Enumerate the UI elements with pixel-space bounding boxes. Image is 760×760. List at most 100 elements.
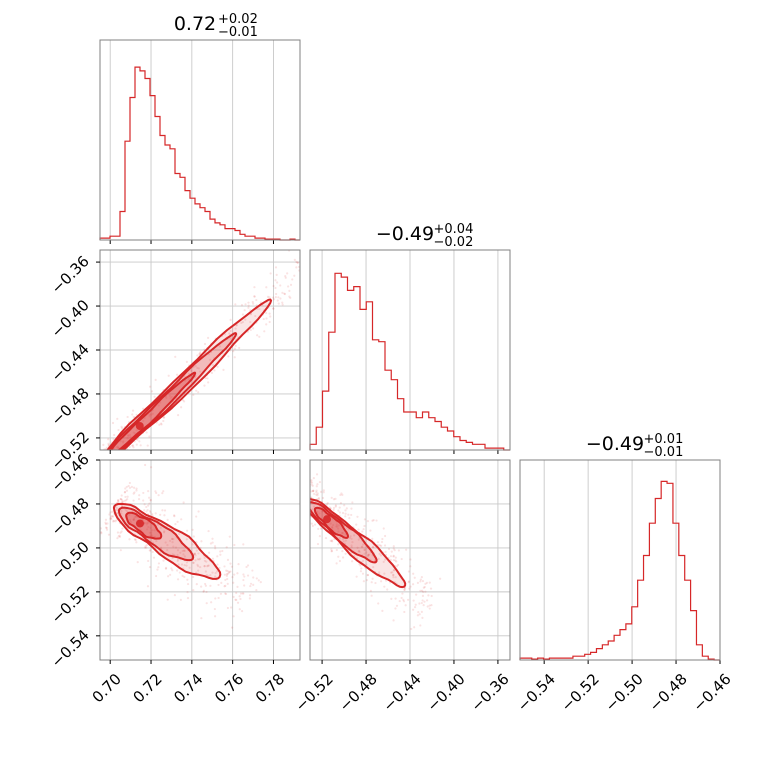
sample-point <box>116 473 118 475</box>
sample-point <box>251 569 254 572</box>
sample-point <box>316 483 319 486</box>
sample-point <box>245 565 248 569</box>
sample-point <box>430 594 433 598</box>
sample-point <box>143 546 147 549</box>
sample-point <box>101 456 103 458</box>
sample-point <box>394 607 397 610</box>
sample-point <box>190 369 193 372</box>
sample-point <box>306 491 308 493</box>
sample-point <box>340 531 344 535</box>
sample-point <box>138 494 141 497</box>
sample-point <box>151 412 154 415</box>
sample-point <box>109 516 113 519</box>
sample-point <box>135 429 138 432</box>
sample-point <box>413 576 416 579</box>
sample-point <box>347 528 350 531</box>
sample-point <box>337 524 341 527</box>
sample-point <box>172 538 175 541</box>
sample-point <box>240 321 243 325</box>
sample-point <box>121 527 124 530</box>
sample-point <box>421 616 424 620</box>
sample-point <box>211 557 215 560</box>
sample-point <box>101 466 103 468</box>
sample-point <box>135 515 138 518</box>
sample-point <box>379 554 383 557</box>
sample-point <box>93 464 95 466</box>
sample-point <box>266 295 270 299</box>
sample-point <box>322 489 325 492</box>
sample-point <box>131 444 135 447</box>
sample-point <box>94 466 96 468</box>
sample-point <box>107 438 110 441</box>
sample-point <box>123 491 126 494</box>
sample-point <box>365 579 369 582</box>
sample-point <box>307 488 309 490</box>
sample-point <box>207 564 210 567</box>
sample-point <box>185 360 189 363</box>
sample-point <box>133 491 136 494</box>
sample-point <box>281 303 284 306</box>
sample-point <box>234 303 237 306</box>
sample-point <box>149 466 153 469</box>
sample-point <box>166 598 169 601</box>
histogram-title-lower: −0.01 <box>218 25 258 40</box>
sample-point <box>366 573 369 577</box>
sample-point <box>381 609 384 612</box>
sample-point <box>378 571 381 574</box>
sample-point <box>407 580 411 583</box>
sample-point <box>219 553 222 556</box>
sample-point <box>226 606 230 610</box>
sample-point <box>367 553 370 556</box>
sample-point <box>409 585 412 588</box>
sample-point <box>205 590 208 594</box>
sample-point <box>127 434 130 438</box>
density-contour-level-1 <box>125 511 163 540</box>
sample-point <box>167 374 170 377</box>
sample-point <box>147 490 150 493</box>
sample-point <box>225 546 228 549</box>
sample-point <box>124 495 127 499</box>
sample-point <box>200 585 203 588</box>
sample-point <box>339 493 342 497</box>
sample-point <box>206 336 210 339</box>
sample-point <box>104 469 106 471</box>
x-tick-label: 0.72 <box>129 670 165 706</box>
y-tick-label: −0.48 <box>48 384 93 429</box>
sample-point <box>283 292 287 296</box>
sample-point <box>147 504 150 507</box>
sample-point <box>142 453 144 455</box>
sample-point <box>307 253 309 255</box>
sample-point <box>120 530 123 533</box>
sample-point <box>305 527 307 529</box>
sample-point <box>378 552 381 555</box>
sample-point <box>390 550 393 553</box>
x-tick-label: −0.40 <box>423 670 468 715</box>
sample-point <box>157 494 160 497</box>
sample-point <box>238 346 241 350</box>
sample-point <box>337 530 340 533</box>
sample-point <box>218 566 221 570</box>
sample-point <box>301 514 303 516</box>
sample-point <box>341 550 344 553</box>
sample-point <box>198 352 201 355</box>
sample-point <box>142 419 145 422</box>
sample-point <box>304 503 306 505</box>
sample-point <box>163 530 166 533</box>
sample-point <box>183 375 186 378</box>
sample-point <box>344 539 348 542</box>
sample-point <box>121 501 124 504</box>
sample-point <box>191 543 194 546</box>
sample-point <box>392 573 395 577</box>
sample-point <box>414 603 417 606</box>
histogram-title-lower: −0.01 <box>644 445 684 460</box>
sample-point <box>365 551 368 554</box>
histogram-title-upper: +0.01 <box>644 432 684 447</box>
sample-point <box>274 286 277 290</box>
sample-point <box>238 595 241 598</box>
sample-point <box>169 573 172 576</box>
sample-point <box>94 463 96 465</box>
histogram-step-line <box>99 66 300 241</box>
sample-point <box>366 574 369 577</box>
sample-point <box>306 494 308 496</box>
sample-point <box>424 582 427 585</box>
